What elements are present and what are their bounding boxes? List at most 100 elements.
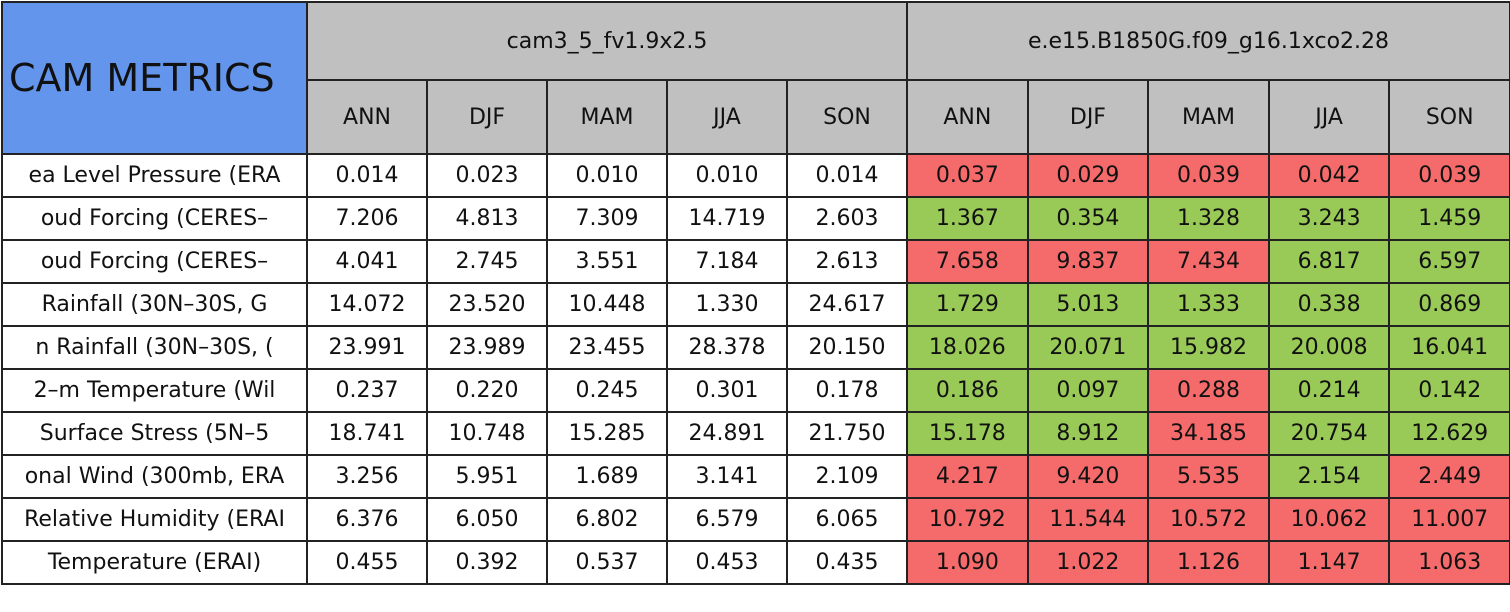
value-cell: 1.022: [1026, 540, 1150, 585]
value-cell: 6.802: [546, 497, 668, 542]
value-cell: 21.750: [785, 411, 909, 456]
data-row: onal Wind (300mb, ERA 3.256 5.951 1.689 3.14…: [1, 454, 1510, 499]
season-header: JJA: [1267, 79, 1391, 155]
value-cell: 5.013: [1026, 282, 1150, 327]
value-cell: 0.037: [906, 153, 1029, 198]
season-header: DJF: [1026, 79, 1150, 155]
value-cell: 0.354: [1026, 196, 1150, 241]
table-body: CAM METRICS cam3_5_fv1.9x2.5 e.e15.B1850…: [1, 1, 1510, 585]
value-cell: 0.014: [785, 153, 909, 198]
row-label-cell: 2–m Temperature (Wil: [1, 368, 308, 413]
row-label-cell: n Rainfall (30N–30S, (: [1, 325, 308, 370]
season-header: JJA: [666, 79, 788, 155]
value-cell: 9.420: [1026, 454, 1150, 499]
value-cell: 10.062: [1267, 497, 1391, 542]
value-cell: 2.745: [426, 239, 548, 284]
value-cell: 0.010: [546, 153, 668, 198]
value-cell: 4.041: [306, 239, 428, 284]
value-cell: 0.142: [1388, 368, 1510, 413]
value-cell: 5.951: [426, 454, 548, 499]
row-label-cell: Rainfall (30N–30S, G: [1, 282, 308, 327]
row-label: Rainfall (30N–30S, G: [41, 292, 268, 317]
data-row: Temperature (ERAI) 0.455 0.392 0.537 0.453 0.…: [1, 540, 1510, 585]
data-row: n Rainfall (30N–30S, (23.991 23.989 23.455…: [1, 325, 1510, 370]
value-cell: 12.629: [1388, 411, 1510, 456]
value-cell: 14.072: [306, 282, 428, 327]
season-header: MAM: [546, 79, 668, 155]
value-cell: 0.042: [1267, 153, 1391, 198]
row-label-cell: oud Forcing (CERES–: [1, 239, 308, 284]
value-cell: 6.579: [666, 497, 788, 542]
value-cell: 0.338: [1267, 282, 1391, 327]
value-cell: 0.435: [785, 540, 909, 585]
value-cell: 2.449: [1388, 454, 1510, 499]
data-row: ea Level Pressure (ERA 0.014 0.023 0.010 0.0…: [1, 153, 1510, 198]
value-cell: 1.063: [1388, 540, 1510, 585]
value-cell: 0.245: [546, 368, 668, 413]
row-label: ea Level Pressure (ERA: [28, 163, 281, 188]
row-label-cell: oud Forcing (CERES–: [1, 196, 308, 241]
value-cell: 1.333: [1147, 282, 1270, 327]
model-header: cam3_5_fv1.9x2.5: [305, 1, 909, 81]
value-cell: 14.719: [666, 196, 788, 241]
value-cell: 0.039: [1388, 153, 1510, 198]
value-cell: 1.090: [906, 540, 1029, 585]
value-cell: 2.613: [785, 239, 909, 284]
value-cell: 10.448: [546, 282, 668, 327]
value-cell: 0.537: [546, 540, 668, 585]
value-cell: 7.206: [306, 196, 428, 241]
value-cell: 3.243: [1267, 196, 1391, 241]
value-cell: 10.572: [1147, 497, 1270, 542]
model-header: e.e15.B1850G.f09_g16.1xco2.28: [906, 1, 1510, 81]
value-cell: 0.455: [306, 540, 428, 585]
season-header: ANN: [906, 79, 1029, 155]
value-cell: 7.309: [546, 196, 668, 241]
value-cell: 15.178: [906, 411, 1029, 456]
value-cell: 20.150: [785, 325, 909, 370]
value-cell: 18.741: [306, 411, 428, 456]
value-cell: 11.544: [1026, 497, 1150, 542]
row-label-cell: ea Level Pressure (ERA: [1, 153, 308, 198]
season-header: SON: [1388, 79, 1510, 155]
value-cell: 1.367: [906, 196, 1029, 241]
value-cell: 0.097: [1026, 368, 1150, 413]
row-label: oud Forcing (CERES–: [40, 206, 269, 231]
value-cell: 3.256: [306, 454, 428, 499]
value-cell: 10.748: [426, 411, 548, 456]
data-row: 2–m Temperature (Wil 0.237 0.220 0.245 0.301…: [1, 368, 1510, 413]
row-label-cell: Relative Humidity (ERAI: [1, 497, 308, 542]
value-cell: 0.186: [906, 368, 1029, 413]
value-cell: 0.214: [1267, 368, 1391, 413]
data-row: Rainfall (30N–30S, G 14.072 23.520 10.448 1.…: [1, 282, 1510, 327]
value-cell: 11.007: [1388, 497, 1510, 542]
value-cell: 0.023: [426, 153, 548, 198]
value-cell: 15.285: [546, 411, 668, 456]
value-cell: 16.041: [1388, 325, 1510, 370]
value-cell: 1.729: [906, 282, 1029, 327]
value-cell: 0.014: [306, 153, 428, 198]
value-cell: 0.301: [666, 368, 788, 413]
value-cell: 23.991: [306, 325, 428, 370]
value-cell: 18.026: [906, 325, 1029, 370]
value-cell: 28.378: [666, 325, 788, 370]
row-label: oud Forcing (CERES–: [40, 249, 269, 274]
value-cell: 8.912: [1026, 411, 1150, 456]
row-label: Relative Humidity (ERAI: [24, 507, 285, 532]
value-cell: 6.597: [1388, 239, 1510, 284]
data-row: Surface Stress (5N–5 18.741 10.748 15.285 24…: [1, 411, 1510, 456]
value-cell: 1.126: [1147, 540, 1270, 585]
value-cell: 0.178: [785, 368, 909, 413]
row-label-cell: Temperature (ERAI): [1, 540, 308, 585]
row-label: onal Wind (300mb, ERA: [24, 464, 285, 489]
value-cell: 34.185: [1147, 411, 1270, 456]
value-cell: 4.813: [426, 196, 548, 241]
row-label-cell: onal Wind (300mb, ERA: [1, 454, 308, 499]
value-cell: 15.982: [1147, 325, 1270, 370]
data-row: Relative Humidity (ERAI 6.376 6.050 6.802 6.…: [1, 497, 1510, 542]
value-cell: 23.455: [546, 325, 668, 370]
season-header: DJF: [426, 79, 548, 155]
data-row: oud Forcing (CERES– 4.041 2.745 3.551 7.184 2…: [1, 239, 1510, 284]
value-cell: 5.535: [1147, 454, 1270, 499]
value-cell: 1.689: [546, 454, 668, 499]
value-cell: 1.328: [1147, 196, 1270, 241]
